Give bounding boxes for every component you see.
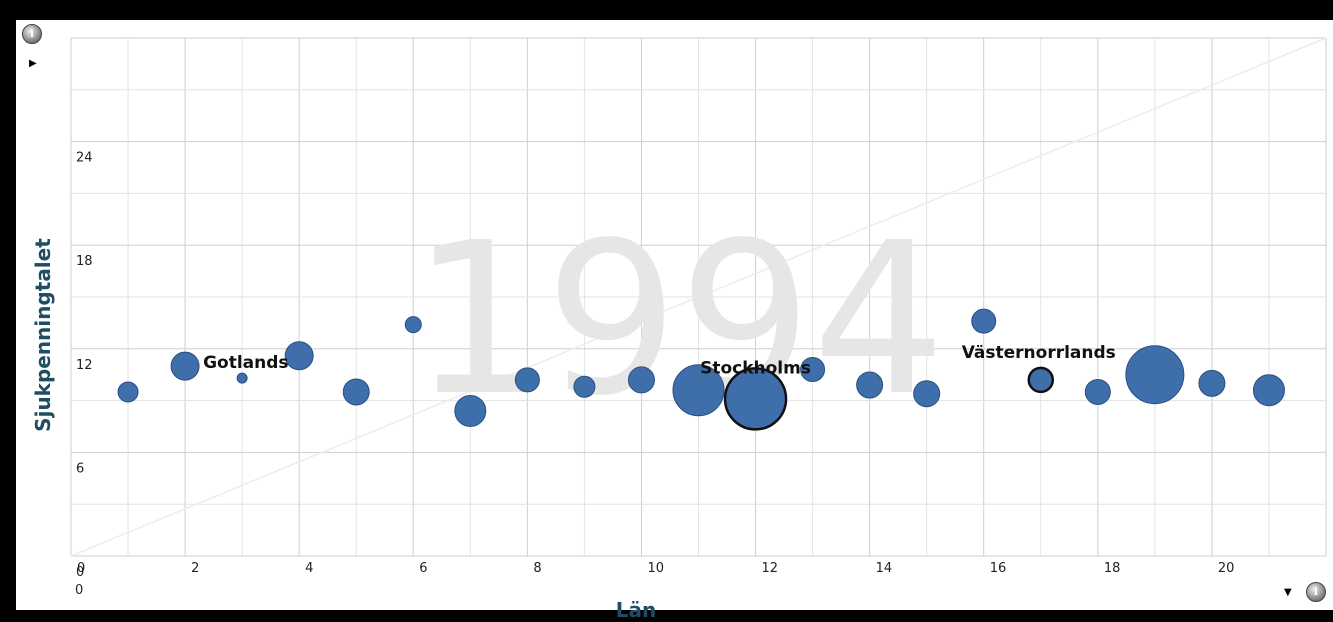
bubble[interactable] xyxy=(170,351,200,381)
bubble[interactable] xyxy=(723,367,788,431)
bubble[interactable] xyxy=(913,380,941,408)
bubble[interactable] xyxy=(1252,374,1285,407)
y-tick-label: 6 xyxy=(76,461,84,476)
bubble[interactable] xyxy=(1198,369,1226,397)
bubble[interactable] xyxy=(1027,366,1055,394)
play-arrow-icon[interactable]: ▶ xyxy=(29,58,37,69)
y-tick-label: 24 xyxy=(76,151,93,166)
x-tick-label: 0 xyxy=(77,561,85,576)
dropdown-arrow-icon[interactable]: ▼ xyxy=(1284,587,1292,598)
y-tick-label: 12 xyxy=(76,358,93,373)
x-tick-label: 20 xyxy=(1218,561,1235,576)
x-tick-label: 14 xyxy=(876,561,893,576)
chart-panel: 1994 0 6 12 18 24 0 2 4 6 8 10 12 14 16 18 20 0 Gotlands St… xyxy=(16,20,1333,622)
bubble[interactable] xyxy=(284,341,314,371)
x-origin-label: 0 xyxy=(75,583,83,598)
x-tick-label: 18 xyxy=(1104,561,1121,576)
y-tick-label: 18 xyxy=(76,254,93,269)
bubble[interactable] xyxy=(573,375,596,398)
bubble[interactable] xyxy=(800,357,826,383)
bubble-label: Gotlands xyxy=(203,353,288,373)
x-axis-title: Län xyxy=(615,598,657,622)
bubble[interactable] xyxy=(514,367,540,393)
bubble[interactable] xyxy=(117,381,139,403)
x-tick-label: 2 xyxy=(191,561,199,576)
bubble[interactable] xyxy=(342,378,370,406)
bubble[interactable] xyxy=(1125,345,1185,405)
info-icon-bottom[interactable]: i xyxy=(1306,582,1326,602)
bubble[interactable] xyxy=(672,364,725,417)
x-tick-label: 4 xyxy=(305,561,313,576)
bubble[interactable] xyxy=(454,394,487,427)
bubble[interactable] xyxy=(236,372,248,384)
bubble[interactable] xyxy=(627,366,655,394)
y-tick-label: 0 xyxy=(76,565,84,580)
bubble[interactable] xyxy=(971,308,997,334)
bubble[interactable] xyxy=(404,316,422,334)
x-tick-label: 12 xyxy=(762,561,779,576)
bubble-label: Västernorrlands xyxy=(962,343,1116,363)
diagonal-reference-line xyxy=(70,37,1327,557)
bubble-label: Stockholms xyxy=(700,358,811,378)
x-tick-label: 6 xyxy=(419,561,427,576)
bubble[interactable] xyxy=(856,371,884,399)
y-axis-title: Sjukpenningtalet xyxy=(31,238,55,432)
info-icon-top[interactable]: i xyxy=(22,24,42,44)
bubble[interactable] xyxy=(1084,378,1111,405)
x-tick-label: 8 xyxy=(533,561,541,576)
x-tick-label: 10 xyxy=(647,561,664,576)
x-tick-label: 16 xyxy=(990,561,1007,576)
